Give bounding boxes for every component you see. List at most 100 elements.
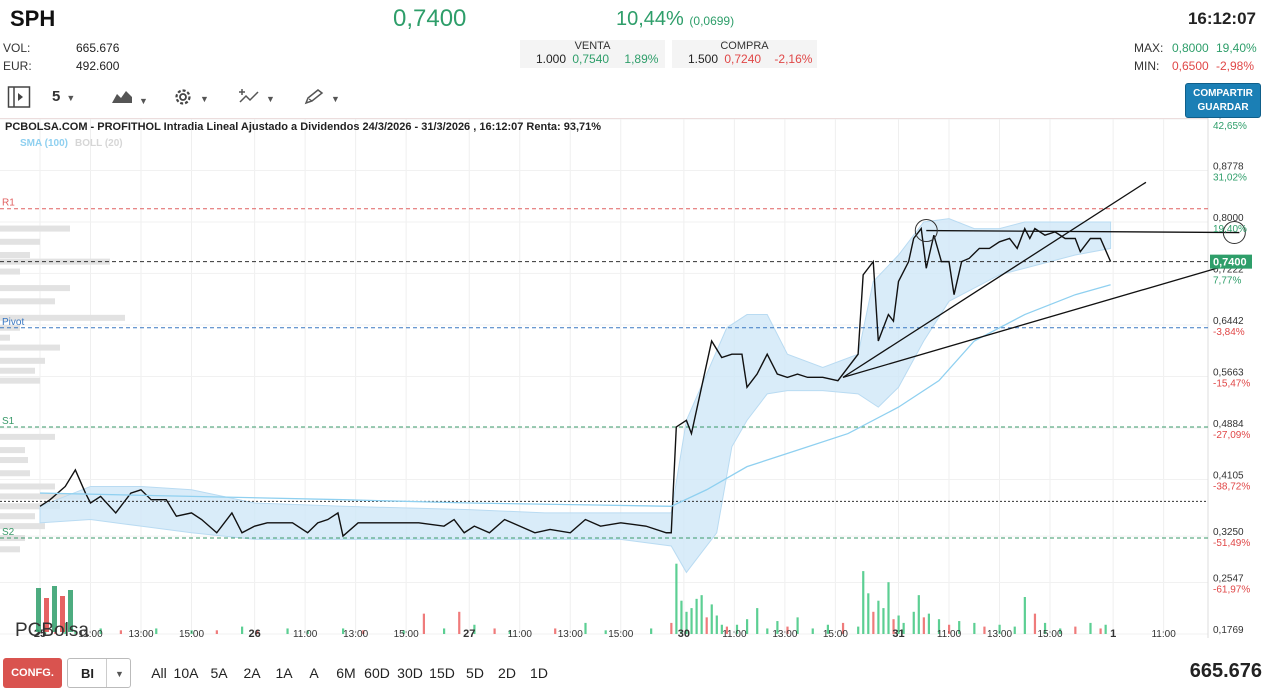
range-2a[interactable]: 2A [243, 665, 261, 681]
x-tick-label: 15:00 [608, 629, 633, 638]
compra-pct: -2,16% [774, 52, 813, 66]
chevron-down-icon: ▼ [115, 669, 124, 679]
volume-bar [241, 626, 244, 634]
x-tick-label: 13:00 [128, 629, 153, 638]
y-tick-label: 0,7222 [1213, 264, 1244, 275]
ticker-symbol: SPH [10, 6, 56, 31]
volume-bar [958, 621, 961, 634]
sma-line [39, 284, 1111, 507]
range-60d[interactable]: 60D [364, 665, 390, 681]
drawing-tools-select[interactable]: ▼ [303, 88, 340, 108]
volume-bar [715, 615, 718, 634]
chevron-down-icon: ▼ [266, 94, 275, 104]
volume-bar [1089, 622, 1092, 634]
volume-bar [766, 628, 769, 634]
range-15d[interactable]: 15D [429, 665, 455, 681]
profile-bar [0, 344, 60, 351]
watermark-bar [68, 590, 73, 632]
interval-value: 5 [52, 88, 61, 105]
y-tick-label: 0,1769 [1213, 625, 1244, 636]
settings-select[interactable]: ▼ [172, 86, 209, 106]
volume-bar [473, 624, 476, 634]
chevron-down-icon: ▼ [200, 94, 209, 104]
bollinger-band [39, 218, 1112, 574]
venta-quote: 1.000 0,7540 1,89% [520, 51, 665, 68]
profile-bar [0, 285, 70, 292]
range-30d[interactable]: 30D [397, 665, 423, 681]
profile-bar [0, 457, 28, 464]
y-tick-label: 0,3250 [1213, 527, 1244, 538]
volume-bar [685, 611, 688, 634]
chart-grid [0, 118, 1209, 638]
range-1d[interactable]: 1D [530, 665, 548, 681]
venta-pct: 1,89% [624, 52, 659, 66]
y-tick-label: 0,8778 [1213, 162, 1244, 173]
volume-bar [948, 624, 951, 634]
volume-bar [1074, 626, 1077, 634]
vol-value: 665.676 [76, 41, 120, 55]
volume-bar [917, 595, 920, 634]
y-tick-pct: -51,49% [1213, 538, 1250, 549]
range-5a[interactable]: 5A [210, 665, 228, 681]
volume-bar [1059, 628, 1062, 634]
volume-bar [64, 622, 67, 634]
y-tick-label: 0,5663 [1213, 368, 1244, 379]
volume-bar [695, 598, 698, 634]
chart-title: PCBOLSA.COM - PROFITHOL Intradia Lineal … [5, 121, 601, 133]
indicators-select[interactable]: ▼ [238, 88, 275, 108]
volume-bar [493, 628, 496, 634]
share-save-button[interactable]: COMPARTIR GUARDAR [1185, 83, 1261, 118]
volume-bar [190, 630, 193, 634]
watermark-bar [60, 596, 65, 632]
trendline [926, 229, 1240, 234]
volume-bar [922, 617, 925, 634]
volume-bar [680, 600, 683, 634]
volume-bars [44, 563, 1107, 634]
chart-toolbar: 5 ▼ ▼ ▼ ▼ ▼ [0, 82, 1274, 114]
chart-type-select[interactable]: ▼ [111, 88, 148, 108]
range-all[interactable]: All [151, 665, 167, 681]
x-tick-label: 30 [678, 628, 690, 638]
panel-toggle-icon[interactable] [7, 85, 31, 108]
x-tick-label: 11:00 [937, 629, 962, 638]
range-5d[interactable]: 5D [466, 665, 484, 681]
volume-bar [811, 628, 814, 634]
volume-bar [720, 624, 723, 634]
venta-price: 0,7540 [572, 52, 610, 66]
volume-bar [554, 628, 557, 634]
chevron-down-icon: ▼ [139, 96, 148, 106]
watermark-bar [52, 586, 57, 632]
profile-bar [0, 377, 40, 384]
profile-bar [0, 535, 25, 542]
volume-bar [155, 628, 158, 634]
legend-boll: BOLL (20) [75, 138, 123, 149]
level-label-s1: S1 [2, 416, 15, 427]
vol-label: VOL: [3, 41, 31, 55]
range-1a[interactable]: 1A [275, 665, 293, 681]
x-tick-label: 13:00 [987, 629, 1012, 638]
eur-label: EUR: [3, 59, 32, 73]
level-label-pivot: Pivot [2, 317, 24, 328]
range-a[interactable]: A [309, 665, 319, 681]
config-button[interactable]: CONFG. [3, 658, 62, 688]
volume-bar [650, 628, 653, 634]
volume-bar [675, 563, 678, 634]
bi-select[interactable]: BI ▼ [67, 658, 131, 688]
volume-bar [897, 615, 900, 634]
volume-bar [1043, 622, 1047, 634]
price-series [39, 226, 1112, 538]
volume-bar [912, 611, 915, 634]
volume-bar [362, 630, 365, 634]
volume-bar [1099, 628, 1102, 634]
volume-bar [215, 630, 218, 634]
volume-bar [872, 611, 875, 634]
range-6m[interactable]: 6M [336, 665, 356, 681]
interval-select[interactable]: 5 ▼ [52, 88, 75, 108]
y-tick-pct: -27,09% [1213, 430, 1250, 441]
y-tick-pct: -38,72% [1213, 482, 1250, 493]
range-10a[interactable]: 10A [173, 665, 199, 681]
x-tick-label: 11:00 [1151, 629, 1176, 638]
chevron-down-icon: ▼ [66, 93, 76, 103]
range-2d[interactable]: 2D [498, 665, 516, 681]
